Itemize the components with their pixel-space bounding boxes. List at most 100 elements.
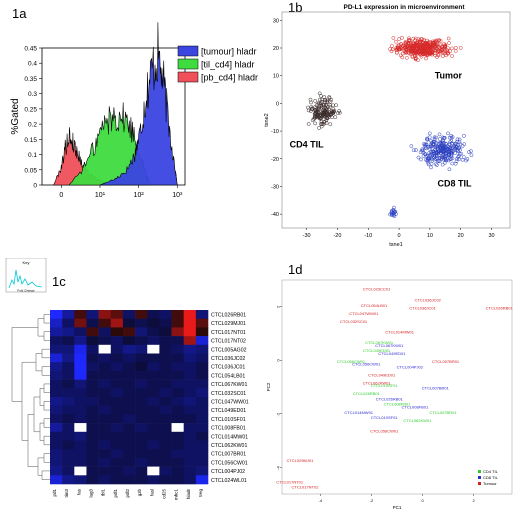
heatmap-cell — [159, 370, 172, 380]
key-histogram — [8, 269, 43, 289]
column-label: hladr — [186, 489, 191, 500]
heatmap-cell — [62, 449, 75, 459]
tsne-point — [446, 131, 450, 136]
heatmap-cell — [86, 440, 99, 450]
tsne-point — [453, 161, 458, 166]
point-label: CTCL049ED01 — [363, 348, 391, 353]
heatmap-cell — [195, 379, 209, 389]
heatmap-cell — [195, 353, 209, 363]
tsne-point — [422, 46, 427, 50]
tsne-point — [410, 50, 414, 55]
tsne-point — [390, 213, 394, 217]
heatmap-cell — [183, 405, 197, 415]
heatmap-cell — [122, 431, 136, 441]
heatmap-cell — [110, 370, 124, 380]
heatmap-cell — [171, 449, 184, 459]
tsne-point — [469, 153, 474, 158]
heatmap-cell — [135, 440, 148, 450]
heatmap-cell — [98, 423, 112, 433]
heatmap-cell — [159, 327, 172, 337]
heatmap-cell — [98, 440, 112, 450]
tsne-point — [440, 149, 445, 154]
y-tick-label: 0 — [276, 358, 281, 361]
tsne-point — [453, 49, 458, 53]
heatmap-cell — [147, 475, 160, 485]
tsne-point — [413, 38, 417, 42]
tsne-point — [459, 151, 464, 156]
tsne-point — [449, 139, 454, 144]
y-tick-label: -30 — [271, 184, 279, 190]
tsne-point — [424, 157, 428, 162]
heatmap-cell — [110, 379, 124, 389]
tsne-point — [426, 158, 430, 163]
point-label: CTCL004PJ02 — [397, 364, 424, 369]
x-tick-label: 10³ — [172, 192, 183, 199]
tsne-point — [413, 54, 417, 58]
heatmap-cell — [62, 388, 75, 398]
panel-1a: 1a 0 0.05 0.1 0.15 0.2 0.25 0.3 0.35 0.4 0.45 0 10¹… — [0, 0, 260, 250]
heatmap-cell — [147, 440, 160, 450]
tsne-point — [419, 44, 424, 49]
heatmap-cell — [50, 431, 63, 441]
heatmap-cell — [195, 449, 209, 459]
tsne-point — [336, 111, 340, 116]
tsne-point — [396, 43, 401, 47]
heatmap-cell — [98, 449, 112, 459]
point-label: CTCL067KW01 — [375, 343, 404, 348]
tsne-point — [318, 93, 323, 98]
heatmap-cell — [171, 362, 184, 372]
tsne-point — [435, 44, 440, 49]
tsne-point — [449, 134, 454, 138]
tsne-point — [419, 157, 423, 162]
legend-swatch — [177, 45, 199, 57]
tsne-point — [322, 100, 327, 105]
cluster-annotation: CD4 TIL — [290, 140, 325, 150]
legend-label: [pb_cd4] hladr — [201, 73, 258, 83]
tsne-point — [313, 105, 317, 110]
point-label: CTCL032SC01 — [340, 319, 368, 324]
heatmap-cell — [86, 370, 99, 380]
point-label: CTCL026RB01 — [353, 391, 381, 396]
tsne-point — [404, 40, 409, 45]
tsne-point — [453, 151, 458, 155]
tsne-point — [391, 207, 396, 212]
heatmap-cell — [62, 379, 75, 389]
heatmap-cell — [159, 440, 172, 450]
y-tick-label: 20 — [273, 46, 279, 52]
heatmap-cell — [183, 318, 197, 328]
column-label: pd1 — [52, 489, 57, 497]
tsne-point — [325, 116, 330, 121]
heatmap-cell — [147, 388, 160, 398]
heatmap-cell — [74, 475, 87, 485]
heatmap-cell — [74, 397, 87, 406]
tsne-point — [319, 119, 324, 124]
point-label: CTCL056CW01 — [370, 429, 399, 434]
heatmap-cell — [98, 388, 112, 398]
tsne-point — [447, 157, 452, 162]
y-axis-label: tsne2 — [264, 113, 270, 126]
heatmap-cell — [171, 336, 184, 346]
heatmap-cell — [183, 344, 197, 354]
point-label: CTCL062KW01 — [363, 380, 392, 385]
heatmap-cell — [135, 414, 148, 424]
x-tick-label: 2 — [473, 498, 476, 503]
point-label: CTCL026RB01 — [376, 396, 404, 401]
x-tick-label: -10 — [364, 233, 372, 239]
heatmap-cell — [86, 397, 99, 406]
tsne-point — [318, 114, 323, 119]
heatmap-cell — [135, 370, 148, 380]
heatmap-cell — [110, 449, 124, 459]
heatmap-cell — [86, 388, 99, 398]
heatmap-cell — [122, 318, 136, 328]
tsne-point — [394, 46, 399, 50]
heatmap-cell — [195, 414, 209, 424]
tsne-point — [318, 122, 323, 126]
heatmap-cell — [183, 449, 197, 459]
heatmap-cell — [147, 362, 160, 372]
y-tick-label: -20 — [271, 157, 279, 163]
heatmap-cell — [183, 370, 197, 380]
heatmap-cell — [86, 449, 99, 459]
heatmap-cell — [183, 388, 197, 398]
heatmap-cell — [74, 440, 87, 450]
tsne-point — [395, 50, 399, 55]
